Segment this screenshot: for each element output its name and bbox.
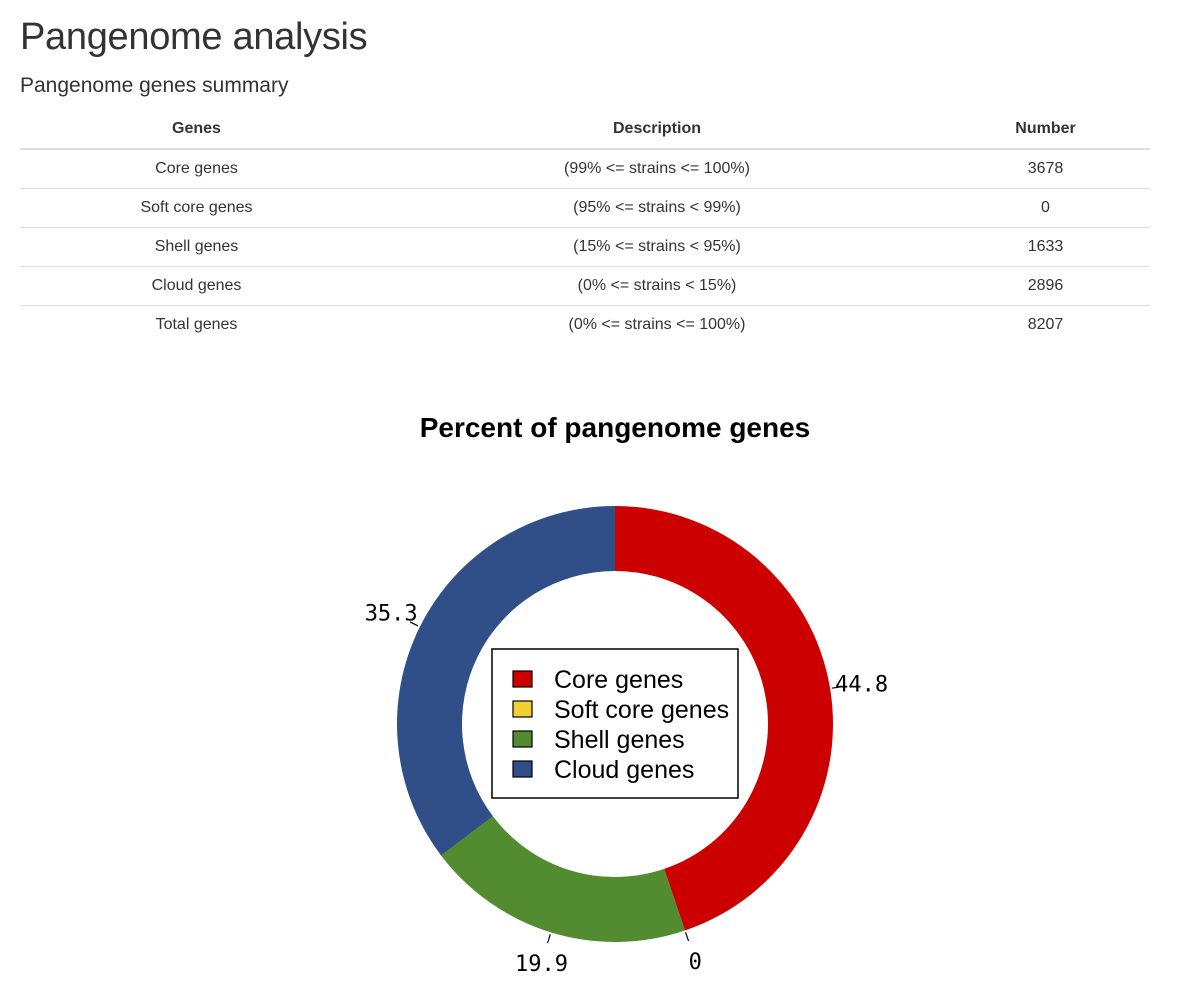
cell-number: 0 (941, 188, 1150, 228)
cell-genes: Shell genes (20, 227, 373, 267)
legend-box (491, 648, 739, 799)
legend-swatch-shell-genes (512, 730, 533, 748)
cell-number: 1633 (941, 227, 1150, 267)
cell-description: (0% <= strains < 15%) (373, 266, 941, 306)
cell-description: (0% <= strains <= 100%) (373, 305, 941, 344)
cell-number: 8207 (941, 305, 1150, 344)
value-label-core-genes: 44.8 (835, 672, 888, 697)
header-number: Number (941, 110, 1150, 150)
cell-description: (15% <= strains < 95%) (373, 227, 941, 267)
value-label-shell-genes: 19.9 (515, 952, 568, 977)
slice-core-genes (615, 506, 833, 931)
table-row: Shell genes (15% <= strains < 95%) 1633 (20, 227, 1150, 267)
value-label-cloud-genes: 35.3 (365, 602, 418, 627)
label-leaders (409, 621, 842, 944)
summary-table: Genes Description Number Core genes (99%… (20, 110, 1150, 344)
chart-title: Percent of pangenome genes (420, 412, 811, 443)
cell-number: 2896 (941, 266, 1150, 306)
header-genes: Genes (20, 110, 373, 150)
cell-number: 3678 (1027, 160, 1064, 177)
slice-cloud-genes (397, 506, 615, 856)
donut-slices (397, 506, 833, 942)
table-row: Core genes (99% <= strains <= 100%) 3678 (20, 149, 1150, 189)
slice-shell-genes (441, 816, 685, 942)
page-title: Pangenome analysis (20, 16, 368, 58)
cell-genes: Soft core genes (20, 188, 373, 228)
legend-swatch-cloud-genes (512, 760, 533, 778)
leader-core-genes (831, 686, 842, 689)
legend-swatch-soft-core-genes (512, 700, 533, 718)
legend-swatch-core-genes (512, 670, 533, 688)
leader-cloud-genes (409, 621, 419, 627)
cell-genes: Core genes (155, 160, 238, 177)
table-row: Cloud genes (0% <= strains < 15%) 2896 (20, 266, 1150, 306)
legend-label-soft-core-genes: Soft core genes (554, 696, 729, 724)
donut-chart: Percent of pangenome genes 44.8 0 19.9 35.3… (365, 412, 888, 977)
table-header-row: Genes Description Number (20, 110, 1150, 150)
header-description: Description (373, 110, 941, 150)
leader-soft-core-genes (685, 932, 690, 942)
cell-description: (95% <= strains < 99%) (373, 188, 941, 228)
section-title: Pangenome genes summary (20, 74, 289, 97)
leader-shell-genes (547, 934, 551, 944)
legend-label-cloud-genes: Cloud genes (554, 756, 694, 784)
table-row: Soft core genes (95% <= strains < 99%) 0 (20, 188, 1150, 228)
value-labels: 44.8 0 19.9 35.3 (365, 602, 888, 977)
cell-genes: Cloud genes (20, 266, 373, 306)
cell-genes: Total genes (20, 305, 373, 344)
table-row: Total genes (0% <= strains <= 100%) 8207 (20, 305, 1150, 344)
cell-description: (99% <= strains <= 100%) (564, 160, 750, 177)
value-label-soft-core-genes: 0 (689, 950, 702, 975)
legend-label-shell-genes: Shell genes (554, 726, 685, 754)
legend-label-core-genes: Core genes (554, 666, 683, 694)
